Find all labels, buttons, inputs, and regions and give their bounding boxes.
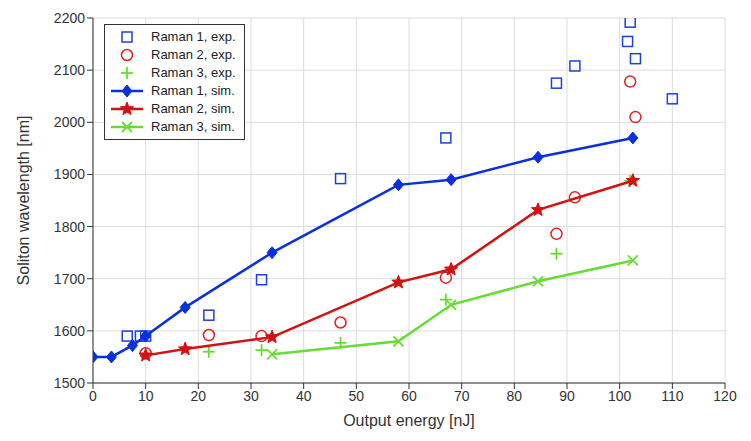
svg-text:20: 20 bbox=[191, 388, 207, 404]
svg-text:80: 80 bbox=[507, 388, 523, 404]
svg-text:2200: 2200 bbox=[54, 10, 85, 26]
svg-text:1500: 1500 bbox=[54, 375, 85, 391]
svg-text:10: 10 bbox=[138, 388, 154, 404]
svg-text:50: 50 bbox=[349, 388, 365, 404]
svg-text:Soliton wavelength [nm]: Soliton wavelength [nm] bbox=[15, 116, 32, 286]
svg-text:120: 120 bbox=[713, 388, 737, 404]
svg-text:1700: 1700 bbox=[54, 271, 85, 287]
svg-text:2100: 2100 bbox=[54, 62, 85, 78]
svg-text:1600: 1600 bbox=[54, 323, 85, 339]
svg-text:1800: 1800 bbox=[54, 219, 85, 235]
svg-text:100: 100 bbox=[608, 388, 632, 404]
html-text:Raman 2, exp.: Raman 2, exp. bbox=[151, 47, 236, 62]
svg-text:60: 60 bbox=[401, 388, 417, 404]
svg-text:Output energy [nJ]: Output energy [nJ] bbox=[343, 412, 475, 429]
svg-text:70: 70 bbox=[454, 388, 470, 404]
svg-text:0: 0 bbox=[89, 388, 97, 404]
html-text:Raman 1, exp.: Raman 1, exp. bbox=[151, 29, 236, 44]
svg-text:40: 40 bbox=[296, 388, 312, 404]
svg-text:110: 110 bbox=[661, 388, 684, 404]
svg-text:90: 90 bbox=[559, 388, 575, 404]
html-text:Raman 3, exp.: Raman 3, exp. bbox=[151, 65, 236, 80]
html-text:Raman 3, sim.: Raman 3, sim. bbox=[151, 119, 235, 134]
svg-text:1900: 1900 bbox=[54, 166, 85, 182]
svg-text:2000: 2000 bbox=[54, 114, 85, 130]
html-text:Raman 1, sim.: Raman 1, sim. bbox=[151, 83, 235, 98]
svg-text:30: 30 bbox=[243, 388, 259, 404]
html-text:Raman 2, sim.: Raman 2, sim. bbox=[151, 101, 235, 116]
